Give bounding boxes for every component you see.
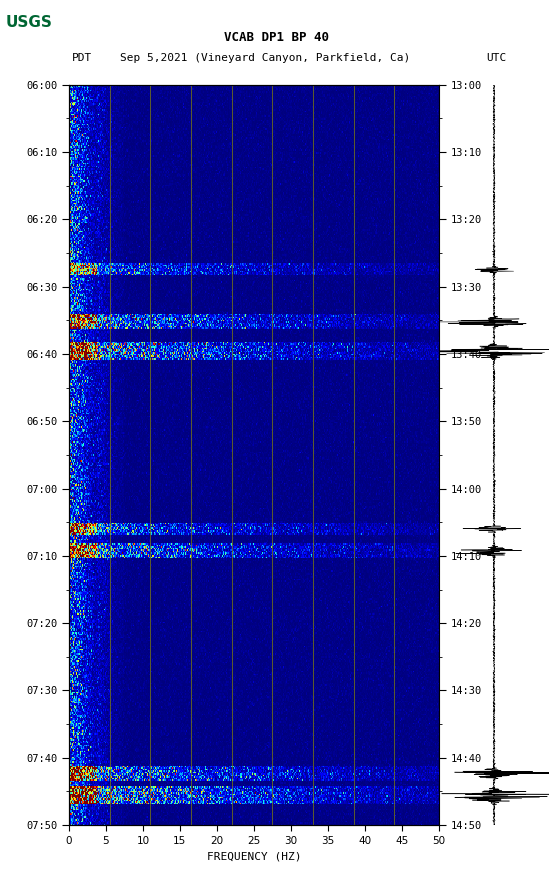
Text: USGS: USGS [6,15,52,29]
Text: VCAB DP1 BP 40: VCAB DP1 BP 40 [224,31,328,44]
Text: Sep 5,2021 (Vineyard Canyon, Parkfield, Ca): Sep 5,2021 (Vineyard Canyon, Parkfield, … [120,53,410,63]
X-axis label: FREQUENCY (HZ): FREQUENCY (HZ) [206,851,301,861]
Text: PDT: PDT [72,53,92,63]
Text: UTC: UTC [487,53,507,63]
